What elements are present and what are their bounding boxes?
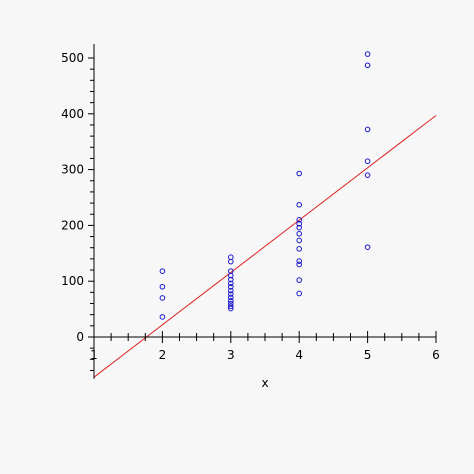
data-point xyxy=(228,280,234,287)
x-tick-label: 3 xyxy=(227,348,235,362)
x-tick-label: 2 xyxy=(159,348,167,362)
data-point xyxy=(364,62,371,69)
data-point xyxy=(228,291,234,297)
fit-line-layer xyxy=(93,115,437,378)
data-point xyxy=(228,283,234,290)
data-point xyxy=(228,287,234,294)
data-point xyxy=(364,126,371,133)
data-point xyxy=(228,254,234,261)
data-point xyxy=(296,237,303,244)
data-point xyxy=(296,230,303,237)
data-point xyxy=(296,170,303,177)
data-point xyxy=(296,217,303,223)
tick-labels-layer: 1 2 3 4 5 6 0 100 200 300 400 500 xyxy=(61,51,440,362)
y-tick-label: 0 xyxy=(76,330,84,344)
data-point xyxy=(364,244,371,250)
data-point xyxy=(296,201,303,208)
y-tick-label: 400 xyxy=(61,107,84,121)
fit-line xyxy=(93,115,437,378)
x-tick-label: 6 xyxy=(432,348,440,362)
data-point xyxy=(228,276,234,283)
points-layer xyxy=(159,51,371,320)
data-point xyxy=(364,172,371,178)
data-point xyxy=(228,258,234,265)
data-point xyxy=(159,283,166,290)
data-point xyxy=(228,294,234,301)
data-point xyxy=(228,303,234,310)
x-tick-label: 5 xyxy=(364,348,372,362)
y-tick-label: 200 xyxy=(61,218,84,232)
data-point xyxy=(296,246,303,252)
data-point xyxy=(228,297,234,304)
y-tick-label: 100 xyxy=(61,274,84,288)
x-tick-label: 4 xyxy=(295,348,303,362)
data-point xyxy=(159,268,166,274)
data-point xyxy=(296,277,303,283)
data-point xyxy=(296,220,303,227)
data-point xyxy=(364,51,371,57)
data-point xyxy=(228,272,234,279)
x-axis-title: x xyxy=(261,376,268,390)
y-tick-label: 300 xyxy=(61,163,84,177)
x-tick-label: 1 xyxy=(90,348,98,362)
data-point xyxy=(296,258,303,264)
data-point xyxy=(296,290,303,297)
data-point xyxy=(296,261,303,268)
data-point xyxy=(364,158,371,165)
data-point xyxy=(159,314,166,320)
data-point xyxy=(159,295,166,301)
data-point xyxy=(228,305,234,312)
data-point xyxy=(296,224,303,231)
y-tick-label: 500 xyxy=(61,51,84,65)
axes-layer xyxy=(88,44,437,379)
